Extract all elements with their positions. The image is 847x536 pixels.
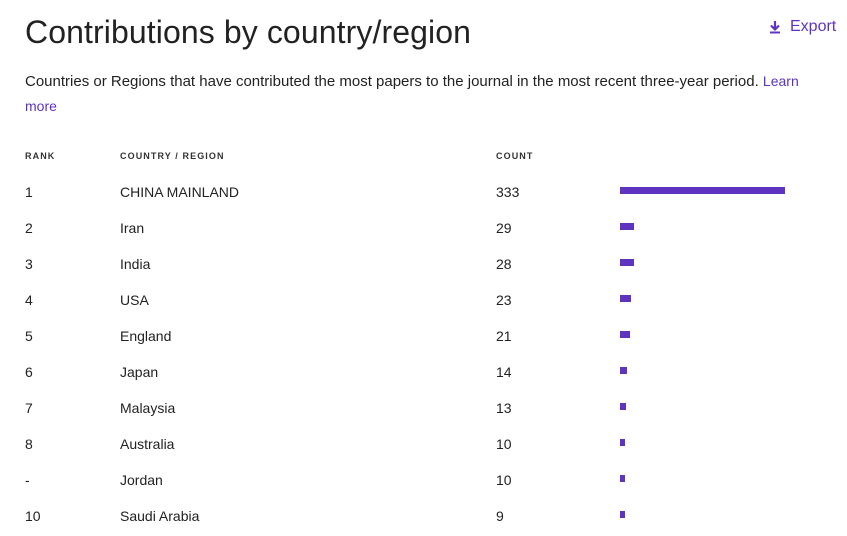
count-cell: 13: [496, 400, 512, 416]
rank-cell: 10: [25, 508, 41, 524]
rank-cell: 6: [25, 364, 33, 380]
table-row: 6 Japan 14: [0, 354, 847, 390]
count-bar: [620, 331, 630, 338]
count-cell: 29: [496, 220, 512, 236]
contributions-table: 1 CHINA MAINLAND 333 2 Iran 29 3 India 28 4 USA 23 5…: [0, 174, 847, 534]
table-row: 3 India 28: [0, 246, 847, 282]
learn-more-link[interactable]: Learn more: [25, 73, 799, 114]
page-title: Contributions by country/region: [25, 14, 472, 50]
count-bar: [620, 223, 634, 230]
country-cell: USA: [120, 292, 149, 308]
count-bar: [620, 367, 627, 374]
description: Countries or Regions that have contribut…: [25, 69, 830, 119]
column-header-count: COUNT: [496, 151, 534, 161]
table-row: - Jordan 10: [0, 462, 847, 498]
rank-cell: 8: [25, 436, 33, 452]
count-bar: [620, 403, 626, 410]
count-cell: 10: [496, 436, 512, 452]
country-cell: Jordan: [120, 472, 163, 488]
table-row: 5 England 21: [0, 318, 847, 354]
table-row: 10 Saudi Arabia 9: [0, 498, 847, 534]
count-cell: 10: [496, 472, 512, 488]
count-bar: [620, 259, 634, 266]
count-bar: [620, 475, 625, 482]
rank-cell: 2: [25, 220, 33, 236]
country-cell: CHINA MAINLAND: [120, 184, 240, 200]
rank-cell: 4: [25, 292, 33, 308]
download-icon: [770, 21, 780, 34]
rank-cell: 5: [25, 328, 33, 344]
count-cell: 333: [496, 184, 520, 200]
table-row: 8 Australia 10: [0, 426, 847, 462]
count-cell: 9: [496, 508, 504, 524]
count-bar: [620, 295, 631, 302]
country-cell: Iran: [120, 220, 145, 236]
count-bar: [620, 187, 785, 194]
count-cell: 14: [496, 364, 512, 380]
count-cell: 28: [496, 256, 512, 272]
count-bar: [620, 439, 625, 446]
column-header-country: COUNTRY / REGION: [120, 151, 225, 161]
export-button[interactable]: Export: [769, 18, 836, 36]
description-text: Countries or Regions that have contribut…: [25, 73, 759, 90]
table-row: 7 Malaysia 13: [0, 390, 847, 426]
table-row: 1 CHINA MAINLAND 333: [0, 174, 847, 210]
country-cell: Australia: [120, 436, 175, 452]
export-label: Export: [790, 18, 837, 35]
rank-cell: 1: [25, 184, 33, 200]
table-row: 4 USA 23: [0, 282, 847, 318]
country-cell: Malaysia: [120, 400, 176, 416]
count-bar: [620, 511, 625, 518]
table-row: 2 Iran 29: [0, 210, 847, 246]
country-cell: Japan: [120, 364, 159, 380]
column-header-rank: RANK: [25, 151, 56, 161]
rank-cell: 3: [25, 256, 33, 272]
count-cell: 21: [496, 328, 512, 344]
country-cell: Saudi Arabia: [120, 508, 200, 524]
rank-cell: -: [25, 472, 30, 488]
country-cell: England: [120, 328, 172, 344]
country-cell: India: [120, 256, 151, 272]
count-cell: 23: [496, 292, 512, 308]
rank-cell: 7: [25, 400, 33, 416]
